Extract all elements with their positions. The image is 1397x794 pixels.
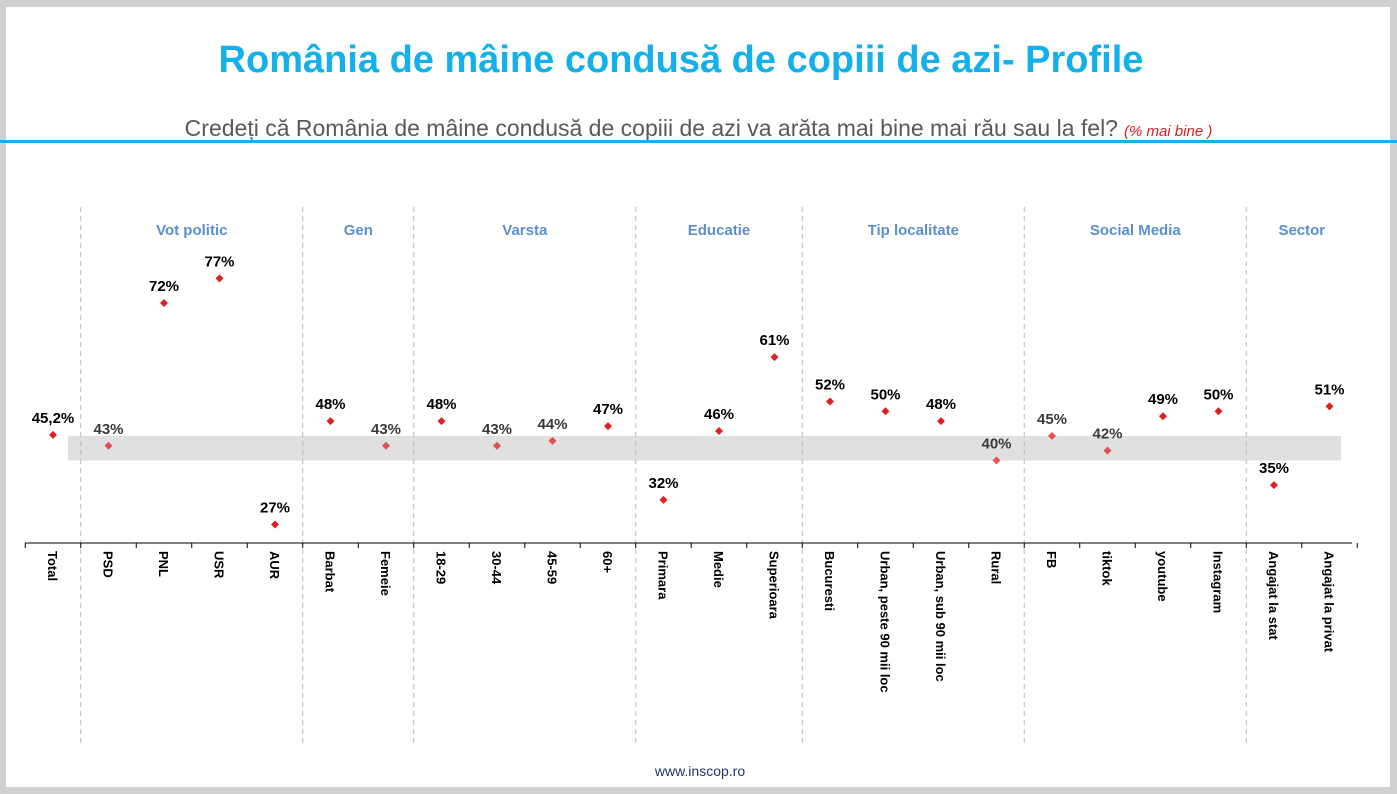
data-point (326, 417, 335, 426)
data-point (215, 274, 224, 283)
data-point (715, 426, 723, 435)
data-point (604, 422, 612, 431)
group-labels: Vot politic Gen Varsta Educatie Tip localita… (156, 222, 1325, 239)
data-point (1214, 407, 1223, 416)
average-band-layer (68, 435, 1341, 461)
category-label: Barbat (323, 551, 338, 593)
question-note: (% mai bine ) (1123, 123, 1213, 140)
data-label: 51% (1314, 381, 1344, 398)
data-label: 61% (759, 332, 789, 349)
data-label: 47% (593, 401, 623, 418)
page-title: România de mâine condusă de copiii de az… (218, 39, 1144, 81)
group-label: Tip localitate (868, 222, 959, 239)
category-label: Angajat la privat (1322, 551, 1337, 653)
category-label: 45-59 (545, 551, 560, 584)
data-point (659, 495, 668, 504)
category-label: Total (45, 551, 60, 581)
group-label: Vot politic (156, 222, 227, 239)
slide-background (6, 7, 1390, 787)
group-label: Educatie (688, 222, 751, 239)
data-label: 50% (870, 386, 900, 403)
category-label: Urban, peste 90 mii loc (878, 551, 893, 693)
data-label: 72% (149, 278, 179, 295)
footer-url: www.inscop.ro (654, 763, 746, 779)
category-label: 30-44 (489, 551, 504, 585)
category-label: Angajat la stat (1266, 551, 1281, 641)
category-label: PNL (156, 551, 171, 577)
data-point (881, 407, 890, 416)
category-label: AUR (267, 551, 282, 580)
data-labels: 45,2% 43% 72% 77% 27% 48% 43% 48% 43% 44% 47% 32% 46… (32, 253, 1345, 516)
category-label: 60+ (600, 551, 615, 573)
data-label: 43% (482, 421, 512, 438)
data-label: 35% (1259, 460, 1289, 477)
data-label: 43% (371, 421, 401, 438)
data-label: 40% (981, 436, 1011, 453)
data-point (770, 353, 779, 362)
category-label: Instagram (1211, 551, 1226, 613)
group-label: Sector (1278, 222, 1325, 239)
group-label: Varsta (502, 222, 548, 239)
data-point (1159, 412, 1167, 421)
group-label: Social Media (1090, 222, 1182, 239)
question-text: Credeți că România de mâine condusă de c… (184, 115, 1118, 141)
data-point (437, 417, 446, 426)
category-label: Medie (711, 551, 726, 588)
data-label: 48% (426, 396, 456, 413)
category-label: tiktok (1100, 551, 1115, 586)
data-label: 45% (1037, 411, 1067, 428)
data-point (271, 520, 279, 529)
data-label: 48% (926, 396, 956, 413)
data-point (1103, 446, 1112, 455)
data-point (548, 436, 557, 445)
average-band (68, 435, 1341, 461)
data-point (992, 456, 1001, 465)
category-label: PSD (101, 551, 116, 578)
data-point (826, 397, 834, 406)
title-divider (0, 140, 1397, 143)
data-label: 43% (93, 421, 123, 438)
data-point (1048, 431, 1056, 440)
category-label: youtube (1155, 551, 1170, 602)
data-markers (49, 274, 1334, 529)
data-point (937, 417, 945, 426)
data-label: 46% (704, 406, 734, 423)
data-point (1325, 402, 1334, 411)
data-point (382, 441, 390, 450)
data-label: 48% (315, 396, 345, 413)
category-label: 18-29 (434, 551, 449, 584)
category-label: Bucuresti (822, 551, 837, 611)
data-label: 50% (1203, 386, 1233, 403)
data-label: 27% (260, 500, 290, 517)
data-label: 44% (537, 416, 567, 433)
category-label: Primara (656, 551, 671, 600)
category-labels: Total PSD PNL USR AUR Barbat Femeie 18-29 30-44 4… (45, 551, 1337, 693)
data-label: 42% (1092, 426, 1122, 443)
group-label: Gen (344, 222, 373, 239)
category-label: Femeie (378, 551, 393, 596)
category-label: Rural (989, 551, 1004, 584)
category-label: USR (212, 551, 227, 579)
data-point (104, 441, 113, 450)
data-point (493, 441, 501, 450)
data-label: 49% (1148, 391, 1178, 408)
category-label: Superioara (767, 551, 782, 620)
category-label: Urban, sub 90 mii loc (933, 551, 948, 682)
data-point (49, 430, 57, 439)
data-label: 52% (815, 377, 845, 394)
question-subtitle: Credeți că România de mâine condusă de c… (0, 114, 1397, 146)
category-label: FB (1044, 551, 1059, 568)
x-axis (24, 542, 1358, 548)
data-point (1270, 481, 1278, 490)
data-label: 45,2% (32, 410, 75, 427)
data-label: 77% (204, 253, 234, 270)
data-label: 32% (648, 475, 678, 492)
data-point (160, 299, 168, 308)
